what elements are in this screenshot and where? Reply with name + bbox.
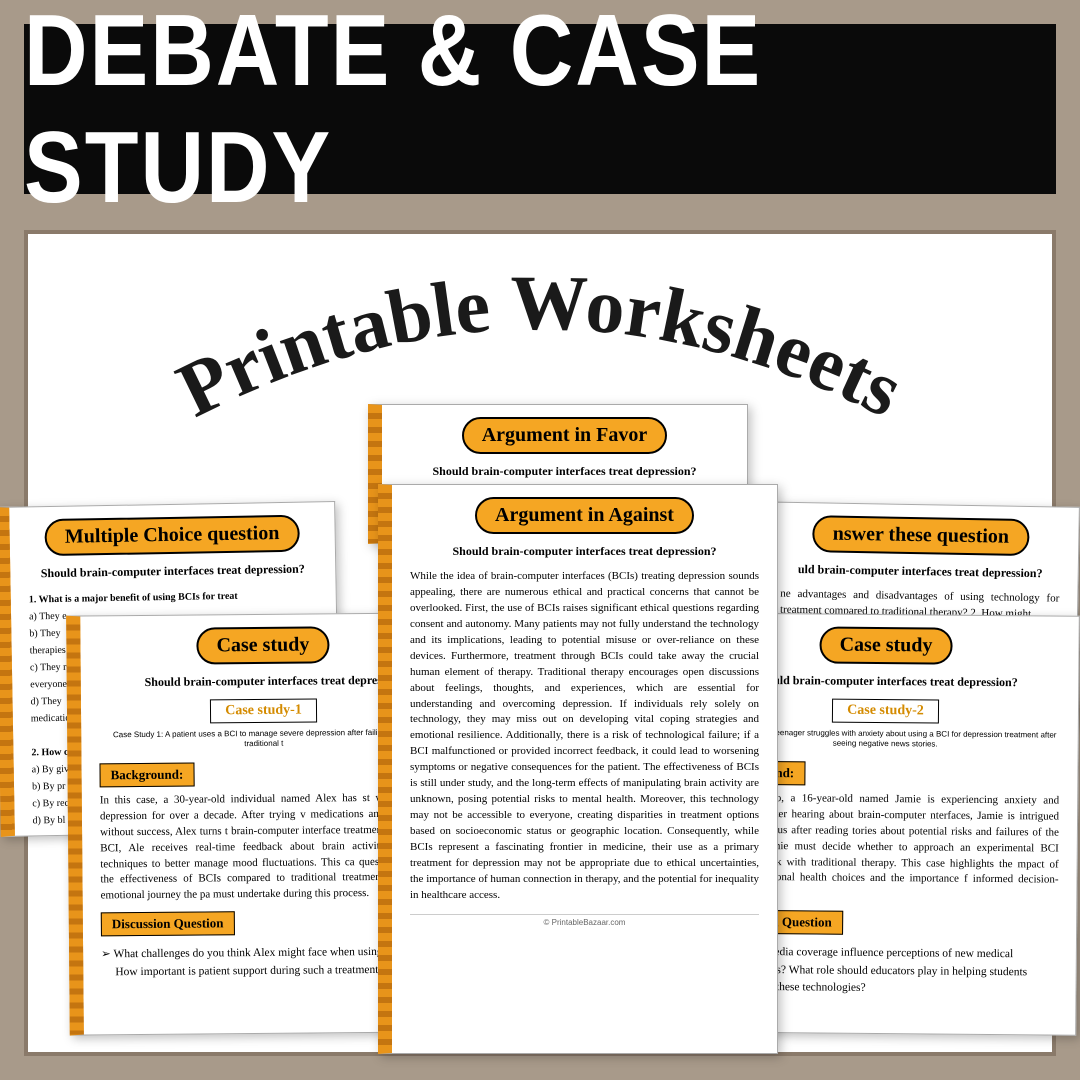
case1-box: Case study-1 xyxy=(210,698,317,723)
case1-bg-label: Background: xyxy=(99,762,194,787)
worksheet-against: Argument in Against Should brain-compute… xyxy=(378,484,778,1054)
arc-subtitle: Printable Worksheets xyxy=(40,244,1040,504)
against-topic: Should brain-computer interfaces treat d… xyxy=(410,544,759,559)
against-body: While the idea of brain-computer interfa… xyxy=(410,569,759,904)
canvas: Printable Worksheets Multiple Choice que… xyxy=(24,230,1056,1056)
against-footer: © PrintableBazaar.com xyxy=(410,914,759,927)
answer-topic: uld brain-computer interfaces treat depr… xyxy=(781,562,1060,582)
case1-title: Case study xyxy=(196,626,329,664)
answer-title: nswer these question xyxy=(812,515,1029,556)
header-banner: DEBATE & CASE STUDY xyxy=(24,24,1056,194)
mcq-title: Multiple Choice question xyxy=(45,515,300,556)
header-title: DEBATE & CASE STUDY xyxy=(24,0,1056,226)
svg-text:Printable Worksheets: Printable Worksheets xyxy=(164,259,916,434)
case2-title: Case study xyxy=(819,626,952,664)
case1-dq-label: Discussion Question xyxy=(101,912,235,937)
mcq-topic: Should brain-computer interfaces treat d… xyxy=(28,561,317,581)
case2-box: Case study-2 xyxy=(832,699,939,724)
